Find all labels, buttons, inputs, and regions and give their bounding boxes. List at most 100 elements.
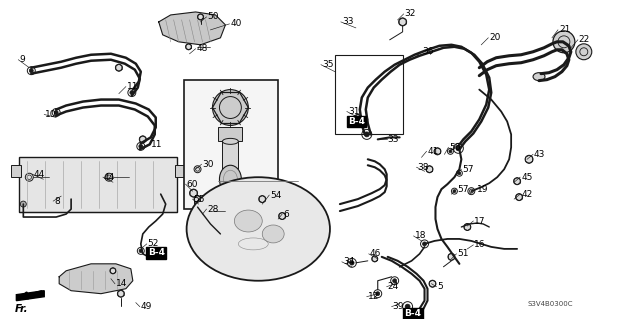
Text: 48: 48	[196, 44, 208, 53]
Circle shape	[516, 194, 523, 201]
Circle shape	[198, 14, 204, 20]
Text: 24: 24	[388, 282, 399, 291]
Circle shape	[130, 91, 134, 94]
Ellipse shape	[234, 210, 262, 232]
Text: 14: 14	[116, 279, 127, 288]
Circle shape	[405, 304, 410, 309]
Bar	[12, 165, 21, 177]
Text: 28: 28	[207, 204, 219, 213]
Circle shape	[372, 256, 378, 262]
Text: 22: 22	[579, 35, 590, 44]
Text: 39: 39	[393, 302, 404, 311]
Text: 40: 40	[230, 19, 242, 28]
Circle shape	[29, 69, 33, 73]
Circle shape	[349, 261, 354, 265]
Ellipse shape	[533, 73, 545, 81]
Circle shape	[525, 155, 533, 163]
Bar	[223, 141, 238, 169]
Text: 45: 45	[521, 173, 532, 182]
Bar	[175, 165, 184, 177]
Text: 33: 33	[342, 18, 353, 26]
Text: 6: 6	[283, 210, 289, 219]
Circle shape	[449, 150, 452, 153]
Text: 36: 36	[422, 47, 434, 56]
Polygon shape	[59, 264, 133, 294]
Text: 44: 44	[33, 170, 45, 179]
Text: 51: 51	[458, 249, 469, 258]
Circle shape	[20, 201, 26, 207]
Text: 44: 44	[104, 173, 115, 182]
Text: 46: 46	[370, 249, 381, 258]
Circle shape	[553, 31, 575, 53]
Text: 56: 56	[449, 143, 461, 152]
Circle shape	[212, 90, 248, 125]
Circle shape	[429, 280, 436, 287]
Text: 57: 57	[458, 185, 469, 194]
Circle shape	[139, 249, 143, 253]
Text: 34: 34	[343, 257, 355, 266]
Text: 17: 17	[474, 217, 486, 226]
Circle shape	[376, 292, 380, 296]
Circle shape	[422, 242, 426, 246]
Circle shape	[189, 189, 198, 197]
Text: 55: 55	[193, 195, 205, 204]
Text: 54: 54	[270, 191, 282, 200]
Text: 31: 31	[348, 107, 360, 116]
Text: 30: 30	[202, 160, 214, 169]
Circle shape	[194, 166, 201, 173]
Text: 50: 50	[207, 12, 219, 21]
Text: 43: 43	[534, 150, 545, 159]
Text: 32: 32	[404, 10, 416, 19]
Circle shape	[514, 178, 520, 185]
Text: 57: 57	[462, 165, 474, 174]
Circle shape	[399, 18, 406, 26]
Circle shape	[353, 115, 363, 124]
Text: 9: 9	[19, 55, 25, 64]
Circle shape	[576, 44, 592, 60]
Ellipse shape	[220, 165, 241, 193]
Text: 21: 21	[559, 26, 570, 34]
Bar	[19, 157, 177, 212]
Bar	[218, 127, 243, 141]
Text: 11: 11	[151, 140, 163, 149]
Ellipse shape	[262, 225, 284, 243]
Text: 18: 18	[415, 232, 426, 241]
Polygon shape	[159, 12, 225, 45]
Text: Fr.: Fr.	[15, 304, 28, 314]
Text: 38: 38	[417, 163, 429, 172]
Circle shape	[434, 148, 441, 155]
Ellipse shape	[187, 177, 330, 281]
Circle shape	[194, 196, 201, 203]
Text: 52: 52	[148, 239, 159, 249]
Bar	[335, 55, 403, 134]
Circle shape	[110, 268, 116, 274]
Text: 42: 42	[521, 189, 532, 199]
Text: 8: 8	[54, 197, 60, 206]
Circle shape	[115, 64, 122, 71]
Circle shape	[26, 173, 33, 181]
Text: 10: 10	[45, 110, 57, 119]
Circle shape	[140, 136, 147, 143]
Circle shape	[117, 290, 124, 297]
Circle shape	[139, 145, 143, 148]
Text: 11: 11	[127, 82, 138, 91]
Ellipse shape	[223, 138, 238, 145]
Circle shape	[453, 190, 456, 193]
Circle shape	[393, 279, 397, 283]
Text: S3V4B0300C: S3V4B0300C	[527, 300, 573, 307]
Text: 49: 49	[141, 302, 152, 311]
Circle shape	[259, 196, 266, 203]
Text: B-4: B-4	[404, 309, 422, 318]
Circle shape	[464, 224, 471, 230]
Circle shape	[364, 118, 366, 121]
Text: 12: 12	[368, 292, 379, 301]
Text: 19: 19	[477, 185, 489, 194]
Circle shape	[364, 132, 369, 137]
Circle shape	[426, 166, 433, 173]
Circle shape	[207, 208, 214, 214]
Circle shape	[105, 173, 113, 181]
Text: 20: 20	[489, 33, 500, 42]
Circle shape	[456, 146, 461, 151]
Text: B-4: B-4	[348, 117, 365, 126]
Bar	[184, 80, 278, 209]
